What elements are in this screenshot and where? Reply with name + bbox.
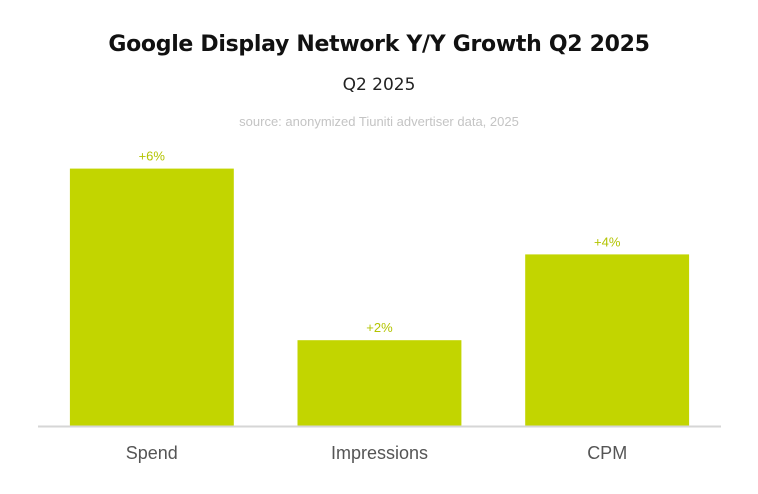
- data-label-cpm: +4%: [594, 234, 621, 249]
- chart-subtitle: Q2 2025: [342, 75, 416, 95]
- chart-title: Google Display Network Y/Y Growth Q2 202…: [108, 32, 650, 57]
- x-tick-label-spend: Spend: [126, 443, 178, 463]
- data-label-impressions: +2%: [366, 320, 393, 335]
- source-note: source: anonymized Tiuniti advertiser da…: [239, 114, 519, 129]
- bar-spend: [69, 168, 234, 426]
- bar-cpm: [525, 254, 690, 426]
- x-tick-label-impressions: Impressions: [331, 443, 428, 463]
- bar-impressions: [297, 340, 462, 426]
- x-tick-label-cpm: CPM: [587, 443, 627, 463]
- data-label-spend: +6%: [139, 149, 166, 164]
